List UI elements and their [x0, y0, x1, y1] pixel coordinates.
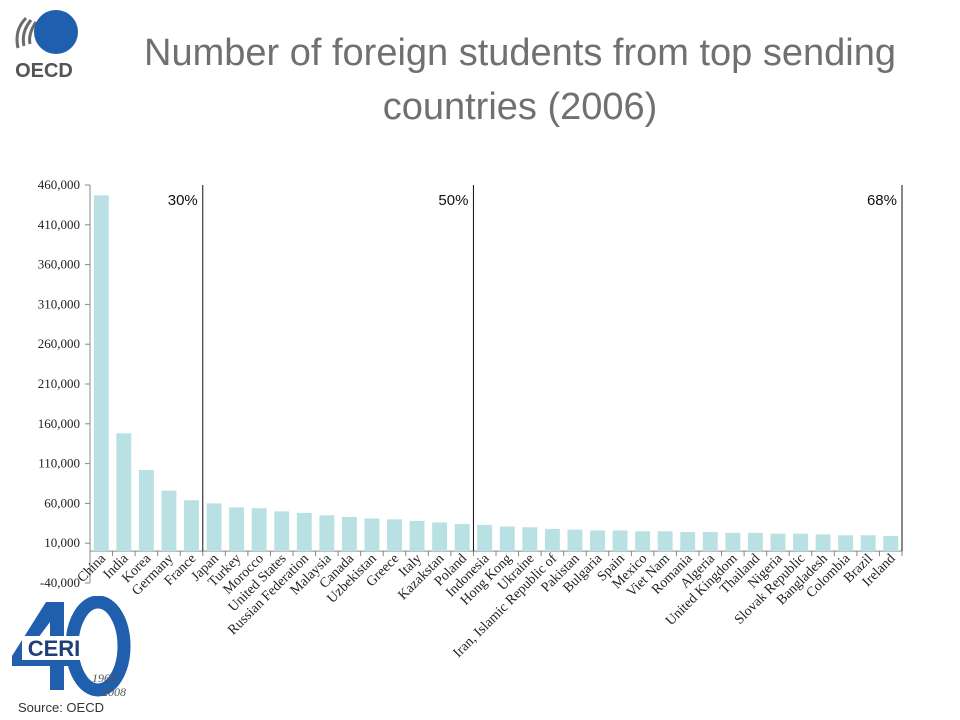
bar [251, 508, 267, 552]
bar [680, 532, 696, 552]
bar [116, 433, 132, 552]
bar [138, 469, 154, 552]
bar [364, 518, 380, 552]
bar [522, 527, 538, 552]
bar [657, 531, 673, 552]
bar [770, 533, 786, 552]
bar [793, 533, 808, 552]
oecd-logo-text: OECD [15, 60, 73, 82]
y-tick-label: 260,000 [38, 336, 80, 351]
ceri-logo: CERI 1968 2008 [12, 596, 131, 699]
bar [702, 532, 718, 552]
bar [161, 490, 177, 552]
annotations: 30% 50% 68% [168, 185, 903, 552]
bar [229, 507, 245, 552]
ceri-four-icon [12, 602, 72, 690]
bars [90, 195, 903, 557]
bar [296, 512, 312, 552]
y-tick-label: 60,000 [44, 495, 80, 510]
bar [747, 532, 763, 552]
cumulative-share-label: 50% [438, 192, 468, 209]
y-tick-label: 410,000 [38, 217, 80, 232]
oecd-globe-icon [34, 10, 78, 54]
bar [477, 524, 493, 552]
bar [409, 520, 425, 552]
oecd-laurel-icon [15, 16, 38, 49]
bar [635, 531, 651, 552]
y-tick-label: 360,000 [38, 257, 80, 272]
bar [341, 516, 357, 552]
bar [184, 500, 199, 552]
x-axis-labels: ChinaIndiaKoreaGermanyFranceJapanTurkeyM… [75, 551, 899, 661]
cumulative-share-label: 68% [867, 192, 897, 209]
bar [590, 530, 605, 552]
y-tick-label: 160,000 [38, 416, 80, 431]
bar [432, 522, 448, 552]
cumulative-share-label: 30% [168, 192, 198, 209]
bar [319, 515, 335, 552]
bar [93, 195, 109, 552]
bar [544, 528, 560, 552]
bar [454, 524, 470, 552]
y-tick-label: 310,000 [38, 296, 80, 311]
y-tick-label: -40,000 [40, 575, 80, 590]
bar [883, 536, 899, 552]
y-tick-label: 210,000 [38, 376, 80, 391]
bar [206, 503, 222, 552]
bar [387, 519, 402, 552]
bar [567, 529, 583, 552]
y-axis: -40,000 10,000 60,000 110,000 160,000 210,000… [38, 177, 91, 590]
bar [274, 511, 290, 552]
oecd-logo: OECD [15, 10, 78, 82]
ceri-year-end: 2008 [102, 685, 126, 699]
bar [838, 535, 854, 552]
bar [612, 530, 628, 552]
bar [499, 526, 515, 552]
bar [860, 535, 876, 552]
ceri-logo-text: CERI [28, 636, 81, 661]
bar [815, 534, 831, 552]
y-tick-label: 110,000 [38, 456, 80, 471]
source-note: Source: OECD [18, 700, 104, 715]
y-tick-label: 460,000 [38, 177, 80, 192]
y-tick-label: 10,000 [44, 535, 80, 550]
bar [725, 532, 741, 552]
page-title: Number of foreign students from top send… [144, 32, 896, 128]
ceri-year-start: 1968 [92, 671, 116, 685]
